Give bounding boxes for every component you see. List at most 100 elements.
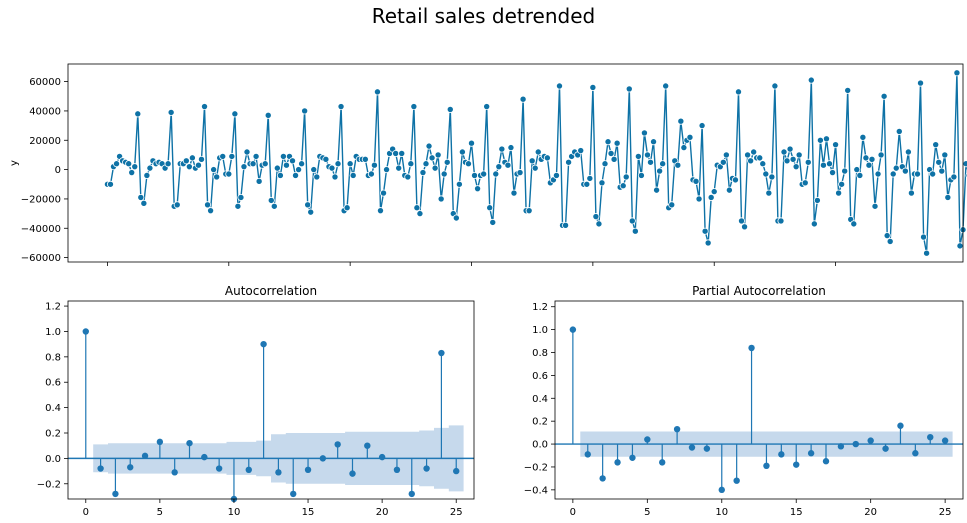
y-tick-label: 1.0 bbox=[45, 327, 61, 338]
data-point bbox=[531, 164, 539, 172]
data-point bbox=[759, 160, 767, 168]
stem-marker bbox=[569, 326, 577, 333]
acf-plot-panel: −0.2 0.0 0.2 0.4 0.6 0.8 1.0 1.2 0 5 10 15 20 25 Autoc… bbox=[37, 284, 475, 518]
data-point bbox=[901, 167, 909, 175]
y-tick-label: 0.6 bbox=[45, 378, 61, 389]
data-point bbox=[455, 180, 463, 188]
data-point bbox=[647, 158, 655, 166]
data-point bbox=[425, 142, 433, 150]
data-point bbox=[816, 136, 824, 144]
data-point bbox=[935, 158, 943, 166]
data-point bbox=[498, 145, 506, 153]
data-point bbox=[907, 189, 915, 197]
data-point bbox=[783, 157, 791, 165]
data-point bbox=[273, 164, 281, 172]
data-point bbox=[267, 196, 275, 204]
stem-marker bbox=[423, 465, 430, 472]
data-point bbox=[228, 152, 236, 160]
stem-marker bbox=[599, 475, 606, 482]
x-tick-label: 25 bbox=[450, 507, 463, 518]
stem-marker bbox=[629, 454, 636, 461]
data-point bbox=[428, 154, 436, 162]
data-point bbox=[877, 151, 885, 159]
data-point bbox=[601, 160, 609, 168]
data-point bbox=[592, 213, 600, 221]
data-point bbox=[844, 86, 852, 94]
data-point bbox=[416, 210, 424, 218]
x-tick-label: 0 bbox=[83, 507, 89, 518]
x-tick-label: 10 bbox=[228, 507, 241, 518]
stem-marker bbox=[912, 450, 919, 457]
data-point bbox=[674, 161, 682, 169]
data-point bbox=[595, 220, 603, 228]
data-point bbox=[295, 166, 303, 174]
stem-marker bbox=[837, 443, 845, 450]
data-point bbox=[819, 161, 827, 169]
y-tick-label: 0.0 bbox=[45, 454, 61, 465]
y-tick-label: 40000 bbox=[29, 106, 61, 117]
data-point bbox=[249, 160, 257, 168]
data-point bbox=[880, 92, 888, 100]
data-point bbox=[850, 220, 858, 228]
data-point bbox=[640, 129, 648, 137]
data-point bbox=[859, 133, 867, 141]
stem-marker bbox=[290, 490, 297, 498]
data-point bbox=[404, 173, 412, 181]
data-point bbox=[874, 170, 882, 178]
data-point bbox=[137, 193, 145, 201]
data-point bbox=[765, 189, 773, 197]
data-point bbox=[552, 171, 560, 179]
data-point bbox=[167, 108, 175, 116]
data-point bbox=[583, 180, 591, 188]
data-point bbox=[656, 167, 664, 175]
stem-marker bbox=[82, 328, 89, 335]
data-point bbox=[832, 141, 840, 149]
stem-marker bbox=[659, 459, 666, 466]
data-point bbox=[234, 202, 242, 210]
data-point bbox=[452, 214, 460, 222]
data-point bbox=[474, 185, 482, 193]
data-point bbox=[956, 242, 964, 250]
data-point bbox=[738, 217, 746, 225]
stem-marker bbox=[364, 442, 371, 449]
data-point bbox=[613, 139, 621, 147]
data-point bbox=[668, 201, 676, 209]
panel-title: Autocorrelation bbox=[225, 284, 317, 298]
data-point bbox=[923, 249, 931, 257]
y-tick-label: 60000 bbox=[29, 77, 61, 88]
stem-marker bbox=[378, 453, 386, 461]
data-point bbox=[458, 148, 466, 156]
y-tick-label: −60000 bbox=[21, 253, 61, 264]
stem-marker bbox=[882, 445, 889, 452]
y-tick-label: 1.2 bbox=[532, 302, 548, 313]
data-point bbox=[213, 173, 221, 181]
stem-marker bbox=[112, 490, 119, 498]
data-point bbox=[725, 186, 733, 194]
data-point bbox=[519, 95, 527, 103]
data-point bbox=[913, 170, 921, 178]
data-point bbox=[480, 170, 488, 178]
data-point bbox=[182, 157, 190, 165]
y-tick-label: 0.2 bbox=[532, 417, 548, 428]
data-point bbox=[516, 169, 524, 177]
data-point bbox=[662, 82, 670, 90]
data-point bbox=[380, 189, 388, 197]
y-tick-label: 0.4 bbox=[45, 403, 61, 414]
stem-marker bbox=[319, 455, 327, 462]
y-tick-label: 0.0 bbox=[532, 440, 548, 451]
y-tick-label: −40000 bbox=[21, 224, 61, 235]
y-tick-label: −0.2 bbox=[524, 462, 548, 473]
data-point bbox=[337, 103, 345, 111]
data-point bbox=[201, 103, 209, 111]
data-point bbox=[370, 161, 378, 169]
stem-marker bbox=[393, 466, 401, 474]
data-point bbox=[113, 160, 121, 168]
data-point bbox=[865, 161, 873, 169]
data-point bbox=[771, 82, 779, 90]
data-point bbox=[868, 155, 876, 163]
data-point bbox=[346, 160, 354, 168]
data-point bbox=[289, 157, 297, 165]
x-tick-label: 15 bbox=[302, 507, 315, 518]
data-point bbox=[331, 173, 339, 181]
data-point bbox=[361, 155, 369, 163]
